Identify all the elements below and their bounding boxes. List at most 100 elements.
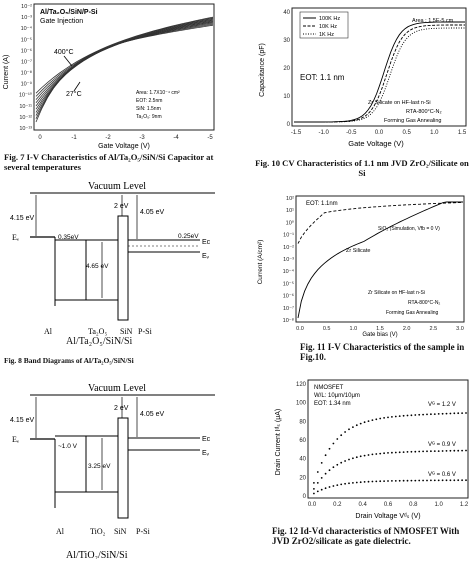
fig10-ytick-2: 20 [283, 66, 290, 72]
fig12-point-2-33 [437, 479, 440, 482]
fig12-point-2-20 [387, 480, 389, 482]
fig12-point-1-2 [316, 482, 319, 484]
fig12-point-2-21 [391, 480, 393, 482]
fig9-sin [117, 417, 129, 519]
fig9-layer-0: Al [56, 527, 65, 536]
fig10-ytick-3: 10 [283, 94, 290, 100]
fig12-point-0-23 [398, 415, 401, 417]
fig8-vacuum-title: Vacuum Level [88, 181, 146, 192]
fig10-xtick-5: 1.0 [430, 130, 439, 136]
fig12-point-2-2 [316, 490, 319, 493]
fig11-ytick-3: 10⁻¹ [283, 233, 294, 239]
fig12-point-2-8 [340, 483, 343, 486]
fig7-xtick-2: -2 [105, 135, 111, 141]
fig12-point-2-6 [332, 485, 335, 487]
fig10-ytick-4: 0 [287, 122, 291, 128]
fig7-frame [33, 3, 215, 131]
fig12-point-0-25 [406, 414, 409, 417]
fig12-point-0-16 [371, 419, 374, 421]
fig12-point-1-33 [437, 450, 440, 452]
fig9-vacuum-title: Vacuum Level [88, 383, 146, 394]
fig9-gap: 3.25 eV [88, 463, 111, 470]
fig7-ytick-9: 10⁻¹¹ [19, 104, 32, 110]
fig8-layer-3: P-Si [138, 327, 153, 336]
fig10-xtick-6: 1.5 [458, 130, 467, 136]
fig12-xtick-0: 0.0 [308, 502, 317, 508]
fig10-legend-2: 1K Hz [319, 32, 334, 38]
fig12-point-2-9 [344, 482, 346, 485]
fig12-point-1-40 [465, 449, 467, 452]
fig9-layer-3: P-Si [136, 527, 151, 536]
fig10-curve-2 [294, 27, 465, 123]
fig12-point-0-12 [355, 424, 358, 427]
fig12-point-0-7 [336, 438, 339, 440]
fig11-caption: Fig. 11 I-V Characteristics of the sampl… [300, 342, 465, 362]
fig7-legend-0: Al/Ta₂O₅/SiN/P-Si [40, 9, 98, 16]
fig12-point-2-1 [313, 492, 315, 495]
fig7-xlabel: Gate Voltage (V) [98, 143, 150, 150]
fig10-legend-0: 100K Hz [319, 16, 340, 22]
fig8-offset-left: 0.35eV [58, 234, 79, 241]
fig12-point-2-30 [426, 479, 428, 482]
fig9-ec: Eᴄ [202, 436, 211, 443]
fig7-curve-8 [35, 17, 214, 97]
fig12-point-2-19 [383, 480, 385, 482]
fig11-ylabel: Current (A/cm²) [257, 240, 264, 285]
fig12-point-0-29 [422, 413, 424, 416]
fig7-param-1: EOT: 2.5nm [136, 98, 162, 104]
fig11-xtick-4: 2.0 [403, 326, 411, 332]
fig12-point-2-12 [355, 481, 358, 484]
fig12-point-2-22 [394, 480, 397, 482]
fig12-point-2-5 [328, 486, 331, 488]
fig12-xtick-1: 0.2 [333, 502, 342, 508]
fig9-barrier-mid: 2 eV [114, 405, 129, 412]
fig12-point-1-37 [453, 449, 456, 452]
fig12-ytick-0: 120 [296, 382, 307, 388]
fig12-point-1-21 [391, 451, 393, 454]
fig12-point-2-40 [465, 479, 467, 482]
fig12-point-0-5 [328, 447, 331, 450]
fig7-curve-3 [35, 21, 214, 113]
fig10-eot: EOT: 1.1 nm [300, 73, 345, 82]
fig12-xtick-4: 0.8 [409, 502, 418, 508]
fig7-curve-4 [35, 20, 214, 110]
fig12-caption: Fig. 12 Id-Vd characteristics of NMOSFET… [272, 526, 460, 546]
fig12-point-2-27 [414, 479, 417, 482]
fig11-ytick-8: 10⁻⁶ [283, 293, 294, 300]
fig10-frame [291, 7, 467, 127]
fig8-barrier-right: 4.05 eV [140, 209, 164, 216]
fig12-point-0-38 [457, 412, 460, 415]
fig12-point-0-32 [433, 413, 436, 415]
fig10-note-0: Zr Silicate on HF-last n-Si [368, 100, 431, 106]
fig12-point-1-25 [406, 451, 409, 453]
fig8: Vacuum Level 4.15 eV 2 eV 4.05 eV Eₑ 0.3… [0, 176, 220, 346]
fig10-area: Area : 1.5E-5 cm [412, 18, 454, 24]
fig12-point-2-15 [367, 480, 370, 483]
fig12-xtick-5: 1.0 [434, 502, 443, 508]
fig12-point-1-8 [340, 461, 343, 464]
fig8-barrier-left: 4.15 eV [10, 215, 34, 222]
fig10-xtick-4: 0.5 [402, 130, 411, 136]
fig12-point-1-11 [352, 457, 354, 460]
fig11-xtick-2: 1.0 [350, 326, 358, 332]
fig7-temp-high: 400°C [54, 48, 74, 56]
fig12-point-2-24 [402, 479, 405, 482]
fig11-ytick-7: 10⁻⁵ [283, 280, 294, 287]
fig12-point-1-35 [445, 450, 448, 452]
fig9-diagram: Vacuum Level 4.15 eV 2 eV 4.05 eV Eₑ ~1.… [10, 383, 215, 561]
fig12-point-0-1 [313, 482, 315, 484]
fig12-point-1-34 [441, 450, 444, 452]
fig7-curve-1 [35, 23, 214, 119]
fig12-point-0-26 [410, 414, 413, 417]
fig12-point-0-21 [391, 416, 393, 418]
fig7-ylabel: Current (A) [3, 55, 10, 90]
fig12-xtick-6: 1.2 [460, 502, 469, 508]
fig12-point-1-3 [320, 477, 323, 479]
fig8-caption: Fig. 8 Band Diagrams of Al/Ta₂O₅/SiN/Si [4, 356, 134, 365]
fig12-frame [307, 379, 469, 499]
fig10-plot: 40 30 20 10 0 -1.5 -1.0 -0.5 0.0 0.5 1.0 1.5 100K … [259, 7, 467, 148]
fig11-curve-sio2 [297, 201, 464, 244]
fig11-ytick-4: 10⁻² [283, 245, 294, 251]
fig12-point-0-19 [383, 417, 385, 419]
fig12-point-0-4 [324, 454, 327, 457]
